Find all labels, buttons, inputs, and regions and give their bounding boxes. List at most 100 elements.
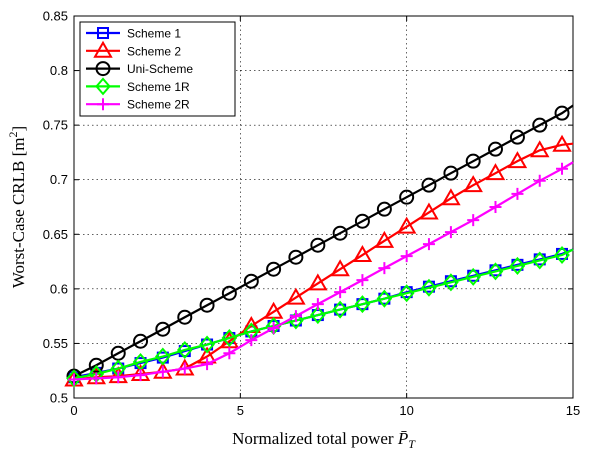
legend-entry-scheme-2: Scheme 2 bbox=[86, 40, 181, 58]
data-point-scheme-1r bbox=[354, 295, 371, 314]
data-point-scheme-1r bbox=[398, 284, 415, 303]
legend-label-scheme-2r: Scheme 2R bbox=[127, 98, 190, 112]
data-point-uni-scheme bbox=[243, 273, 259, 289]
data-point-scheme-1r bbox=[376, 289, 393, 308]
y-axis-title-text: Worst-Case CRLB [m bbox=[9, 137, 28, 288]
data-point-uni-scheme bbox=[443, 165, 459, 181]
y-axis-title: Worst-Case CRLB [m2] bbox=[6, 126, 28, 288]
data-point-scheme-2r bbox=[134, 369, 147, 382]
data-point-scheme-2r bbox=[223, 347, 236, 360]
data-point-uni-scheme bbox=[399, 189, 415, 205]
data-point-uni-scheme bbox=[532, 117, 548, 133]
legend-label-scheme-1: Scheme 1 bbox=[127, 27, 181, 41]
data-point-scheme-2 bbox=[552, 134, 572, 152]
data-point-scheme-1r bbox=[554, 245, 570, 265]
series-line-scheme-1r bbox=[73, 248, 574, 380]
data-point-scheme-1r bbox=[443, 273, 459, 292]
data-point-scheme-2r bbox=[267, 322, 280, 335]
data-point-uni-scheme bbox=[155, 321, 171, 337]
series-uni-scheme bbox=[66, 104, 574, 384]
data-point-uni-scheme bbox=[376, 201, 392, 217]
y-tick-label: 0.8 bbox=[50, 63, 68, 78]
legend-label-scheme-2: Scheme 2 bbox=[127, 44, 181, 58]
data-point-uni-scheme bbox=[177, 309, 193, 325]
data-point-scheme-2 bbox=[352, 245, 373, 263]
data-point-uni-scheme bbox=[354, 213, 370, 229]
data-point-scheme-2r bbox=[489, 201, 502, 213]
data-point-scheme-1r bbox=[487, 262, 504, 281]
legend-marker-scheme-2 bbox=[93, 40, 113, 58]
legend-marker-uni-scheme bbox=[95, 61, 111, 77]
x-tick-label: 15 bbox=[566, 403, 580, 418]
x-axis-title-subscript: T bbox=[408, 437, 416, 450]
data-point-uni-scheme bbox=[310, 237, 326, 253]
data-point-scheme-1r bbox=[176, 340, 193, 360]
y-tick-label: 0.65 bbox=[43, 227, 68, 242]
data-point-uni-scheme bbox=[465, 153, 481, 169]
legend-marker-scheme-2r bbox=[97, 98, 109, 111]
x-axis-title-symbol: P̄ bbox=[397, 429, 408, 448]
y-tick-label: 0.7 bbox=[50, 172, 68, 187]
y-tick-label: 0.85 bbox=[43, 9, 68, 24]
legend-entry-scheme-1: Scheme 1 bbox=[86, 27, 181, 41]
data-point-scheme-2 bbox=[441, 188, 461, 206]
data-point-scheme-2r bbox=[201, 358, 214, 371]
data-point-scheme-2r bbox=[289, 310, 302, 323]
data-point-scheme-1r bbox=[154, 347, 171, 366]
data-point-scheme-1r bbox=[199, 335, 215, 354]
data-point-scheme-2r bbox=[467, 214, 480, 227]
y-tick-label: 0.55 bbox=[43, 336, 68, 351]
series-line-uni-scheme bbox=[73, 104, 574, 378]
plot-frame bbox=[73, 15, 574, 399]
data-point-uni-scheme bbox=[288, 249, 304, 265]
data-point-scheme-1r bbox=[421, 278, 437, 297]
data-point-uni-scheme bbox=[487, 141, 503, 157]
data-point-uni-scheme bbox=[221, 285, 237, 301]
x-tick-label: 10 bbox=[399, 403, 413, 418]
data-point-scheme-2r bbox=[156, 365, 169, 378]
data-point-uni-scheme bbox=[199, 297, 215, 313]
data-point-scheme-2r bbox=[378, 262, 391, 275]
data-point-scheme-2r bbox=[422, 238, 435, 251]
data-point-scheme-1r bbox=[66, 369, 82, 388]
y-tick-label: 0.5 bbox=[50, 391, 68, 406]
legend-marker-scheme-1r bbox=[95, 77, 111, 96]
data-point-scheme-1 bbox=[356, 298, 369, 311]
data-point-scheme-2r bbox=[511, 187, 524, 200]
data-point-scheme-2r bbox=[178, 362, 191, 375]
legend-entry-scheme-1r: Scheme 1R bbox=[86, 77, 190, 96]
data-point-scheme-2r bbox=[400, 250, 413, 263]
data-point-scheme-1r bbox=[509, 256, 526, 275]
y-tick-label: 0.6 bbox=[50, 281, 68, 296]
legend-entry-scheme-2r: Scheme 2R bbox=[86, 98, 190, 112]
data-point-scheme-1 bbox=[334, 303, 347, 316]
data-point-scheme-2r bbox=[356, 274, 369, 287]
data-point-scheme-1r bbox=[221, 328, 238, 347]
data-point-scheme-2r bbox=[533, 174, 546, 187]
data-point-scheme-1r bbox=[332, 300, 348, 319]
data-point-scheme-2r bbox=[68, 373, 80, 386]
data-point-scheme-2 bbox=[308, 273, 328, 291]
legend-label-scheme-1r: Scheme 1R bbox=[127, 80, 190, 94]
data-point-scheme-2r bbox=[556, 162, 569, 175]
data-point-scheme-2 bbox=[330, 259, 350, 277]
x-tick-label: 5 bbox=[237, 403, 244, 418]
data-point-scheme-2r bbox=[311, 298, 324, 311]
legend: Scheme 1 Scheme 2 Uni-Scheme Scheme 1R Schem… bbox=[79, 21, 236, 117]
data-point-scheme-2 bbox=[419, 202, 439, 220]
data-point-scheme-2 bbox=[463, 175, 483, 193]
data-point-scheme-2 bbox=[485, 163, 506, 181]
legend-entry-uni-scheme: Uni-Scheme bbox=[86, 61, 193, 77]
data-point-scheme-2 bbox=[396, 216, 417, 234]
data-point-uni-scheme bbox=[332, 225, 348, 241]
data-point-scheme-2r bbox=[334, 286, 347, 299]
data-point-uni-scheme bbox=[554, 105, 570, 121]
data-point-scheme-2r bbox=[112, 371, 125, 384]
data-point-scheme-1r bbox=[531, 251, 548, 270]
data-point-scheme-2 bbox=[507, 151, 528, 169]
legend-label-uni-scheme: Uni-Scheme bbox=[127, 62, 193, 76]
data-point-scheme-1 bbox=[378, 292, 391, 305]
data-point-scheme-2r bbox=[444, 226, 457, 239]
data-point-uni-scheme bbox=[509, 129, 525, 145]
